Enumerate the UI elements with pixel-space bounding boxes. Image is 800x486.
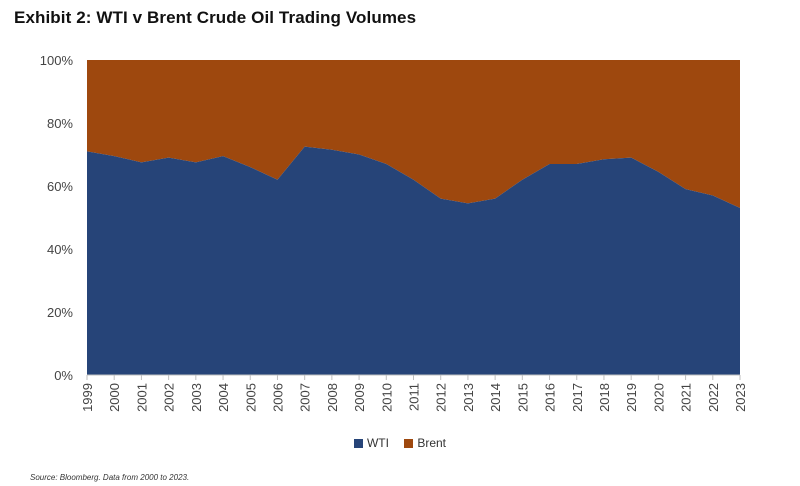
x-tick-label: 2008 [325,383,340,412]
legend-label-wti: WTI [366,436,389,450]
x-tick-label: 2015 [515,383,530,412]
y-tick-label: 0% [54,368,73,383]
x-tick-label: 2018 [597,383,612,412]
x-tick-label: 2021 [679,383,694,412]
x-tick-label: 2005 [243,383,258,412]
legend-swatch-brent [404,438,414,448]
x-tick-label: 2017 [570,383,585,412]
legend-swatch-wti [353,438,363,448]
x-tick-label: 2001 [134,383,149,412]
x-tick-label: 2004 [216,383,231,412]
y-tick-label: 80% [47,116,73,131]
x-tick-label: 2012 [434,383,449,412]
legend-item-wti[interactable]: WTI [353,436,389,450]
legend: WTI Brent [0,436,800,451]
x-tick-label: 2006 [270,383,285,412]
x-tick-label: 2009 [352,383,367,412]
x-tick-label: 2000 [107,383,122,412]
x-tick-label: 2016 [543,383,558,412]
source-note: Source: Bloomberg. Data from 2000 to 202… [30,473,190,482]
y-tick-label: 40% [47,242,73,257]
x-tick-label: 2002 [162,383,177,412]
x-tick-label: 2007 [298,383,313,412]
legend-label-brent: Brent [417,436,447,450]
legend-item-brent[interactable]: Brent [404,436,446,450]
x-tick-label: 2023 [733,383,748,412]
x-tick-label: 2014 [488,383,503,412]
x-tick-label: 2019 [624,383,639,412]
y-tick-label: 60% [47,179,73,194]
x-tick-label: 2003 [189,383,204,412]
x-tick-label: 2011 [407,383,422,411]
x-tick-label: 1999 [80,383,95,412]
page-title: Exhibit 2: WTI v Brent Crude Oil Trading… [14,8,417,27]
x-tick-label: 2010 [379,383,394,412]
y-tick-label: 100% [40,53,74,68]
x-tick-label: 2022 [706,383,721,412]
x-tick-label: 2013 [461,383,476,412]
area-brent [87,60,740,209]
x-tick-label: 2020 [651,383,666,412]
y-tick-label: 20% [47,305,73,320]
area-wti [87,146,740,375]
